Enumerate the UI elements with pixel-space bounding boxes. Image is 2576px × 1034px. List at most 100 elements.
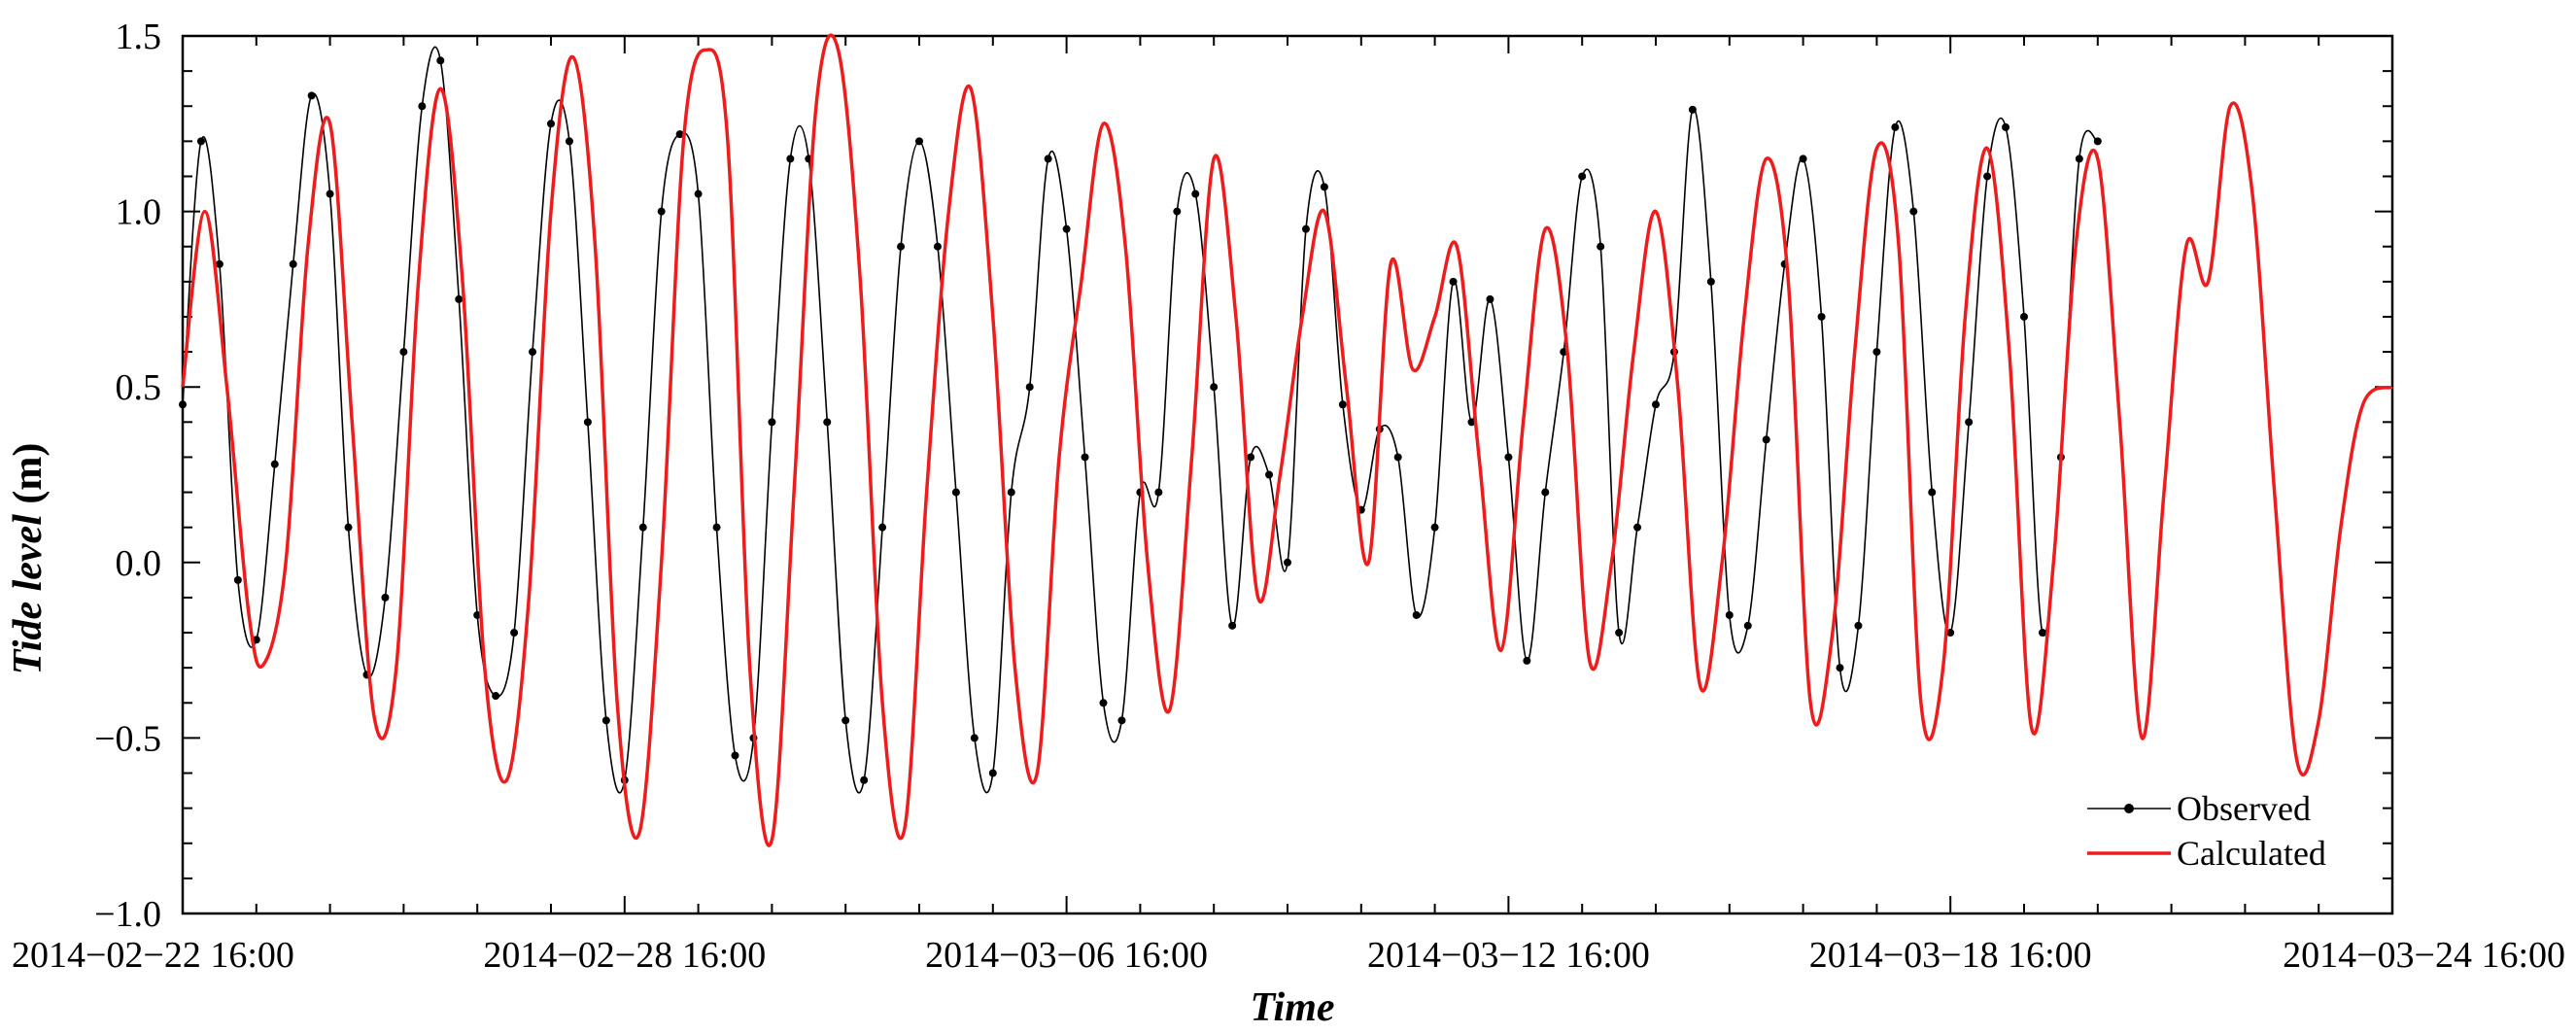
observed-point bbox=[897, 242, 906, 251]
observed-point bbox=[768, 418, 776, 427]
observed-point bbox=[529, 348, 537, 357]
observed-point bbox=[841, 716, 850, 725]
observed-point bbox=[1633, 523, 1642, 532]
observed-point bbox=[1743, 621, 1752, 630]
observed-point bbox=[215, 259, 223, 268]
observed-point bbox=[988, 769, 997, 777]
observed-point bbox=[1541, 488, 1550, 497]
observed-point bbox=[933, 242, 942, 251]
observed-point bbox=[2020, 312, 2028, 321]
y-tick-label: −0.5 bbox=[94, 718, 161, 759]
observed-point bbox=[399, 348, 408, 357]
observed-point bbox=[381, 593, 390, 602]
observed-point bbox=[1228, 621, 1237, 630]
observed-point bbox=[970, 734, 979, 742]
observed-point bbox=[344, 523, 353, 532]
x-tick-label: 2014−03−24 16:00 bbox=[2283, 935, 2565, 976]
observed-point bbox=[1597, 242, 1605, 251]
y-axis-title-main: Tide level bbox=[6, 514, 51, 675]
observed-point bbox=[1688, 105, 1697, 114]
observed-point bbox=[1430, 523, 1439, 532]
observed-point bbox=[1504, 453, 1513, 462]
observed-point bbox=[694, 190, 703, 198]
observed-point bbox=[510, 629, 519, 638]
y-tick-label: 1.5 bbox=[116, 17, 162, 57]
observed-point bbox=[1706, 277, 1715, 286]
observed-point bbox=[1210, 383, 1219, 392]
observed-point bbox=[583, 418, 592, 427]
observed-point bbox=[915, 137, 923, 146]
observed-point bbox=[1173, 207, 1182, 216]
observed-point bbox=[860, 776, 869, 784]
observed-point bbox=[1891, 122, 1900, 131]
observed-point bbox=[1117, 716, 1126, 725]
observed-point bbox=[1872, 348, 1881, 357]
y-axis-title-unit: (m) bbox=[6, 443, 51, 514]
observed-point bbox=[1265, 470, 1274, 479]
observed-point bbox=[1044, 155, 1052, 163]
observed-point bbox=[1467, 418, 1476, 427]
calculated-series-line bbox=[181, 33, 2393, 847]
observed-point bbox=[196, 137, 205, 146]
observed-point bbox=[1799, 155, 1807, 163]
x-tick-label: 2014−02−22 16:00 bbox=[12, 935, 294, 976]
observed-point bbox=[712, 523, 721, 532]
observed-point bbox=[2002, 122, 2010, 131]
observed-point bbox=[1965, 418, 1974, 427]
observed-point bbox=[2038, 629, 2046, 638]
observed-point bbox=[951, 488, 960, 497]
legend: Observed Calculated bbox=[2087, 789, 2326, 873]
y-tick-label: 0.0 bbox=[116, 543, 162, 584]
x-tick-label: 2014−03−06 16:00 bbox=[925, 935, 1208, 976]
observed-point bbox=[1854, 621, 1863, 630]
observed-point bbox=[731, 751, 739, 760]
observed-point bbox=[289, 259, 297, 268]
observed-point bbox=[492, 692, 500, 701]
observed-point bbox=[638, 523, 647, 532]
observed-point bbox=[1836, 664, 1844, 672]
observed-point bbox=[1154, 488, 1163, 497]
y-tick-label: 1.0 bbox=[116, 192, 162, 233]
observed-point bbox=[307, 91, 316, 100]
observed-point bbox=[1946, 629, 1955, 638]
observed-point bbox=[1928, 488, 1937, 497]
observed-point bbox=[1301, 224, 1310, 233]
observed-point bbox=[1099, 699, 1108, 707]
x-axis-title: Time bbox=[1250, 985, 1334, 1030]
observed-point bbox=[1578, 172, 1587, 181]
observed-point bbox=[1284, 558, 1291, 567]
observed-point bbox=[1007, 488, 1015, 497]
observed-point bbox=[601, 716, 610, 725]
observed-point bbox=[675, 130, 684, 139]
x-tick-label: 2014−02−28 16:00 bbox=[483, 935, 766, 976]
observed-point bbox=[1615, 629, 1624, 638]
observed-point bbox=[2075, 155, 2083, 163]
observed-point bbox=[1449, 277, 1458, 286]
observed-point bbox=[1652, 400, 1660, 409]
observed-point bbox=[179, 400, 187, 409]
observed-point bbox=[455, 294, 464, 303]
legend-calculated-label: Calculated bbox=[2177, 834, 2326, 873]
axis-labels: −1.0 −0.5 0.0 0.5 1.0 1.5 2014−02−22 16:00 2014… bbox=[12, 17, 2565, 976]
x-tick-label: 2014−03−18 16:00 bbox=[1809, 935, 2092, 976]
observed-point bbox=[657, 207, 666, 216]
observed-point bbox=[1983, 172, 1992, 181]
legend-observed-marker bbox=[2124, 804, 2134, 813]
observed-point bbox=[1393, 453, 1402, 462]
chart-series bbox=[179, 33, 2393, 847]
observed-point bbox=[1486, 294, 1494, 303]
observed-point bbox=[326, 190, 334, 198]
observed-point bbox=[786, 155, 795, 163]
observed-point bbox=[878, 523, 887, 532]
y-axis-title: Tide level (m) bbox=[6, 443, 51, 675]
observed-point bbox=[823, 418, 832, 427]
observed-point bbox=[233, 575, 242, 584]
observed-point bbox=[2093, 137, 2102, 146]
observed-point bbox=[1062, 224, 1071, 233]
observed-point bbox=[1817, 312, 1826, 321]
observed-point bbox=[547, 120, 555, 128]
observed-point bbox=[1909, 207, 1918, 216]
observed-point bbox=[1523, 656, 1531, 665]
observed-point bbox=[1762, 435, 1770, 444]
